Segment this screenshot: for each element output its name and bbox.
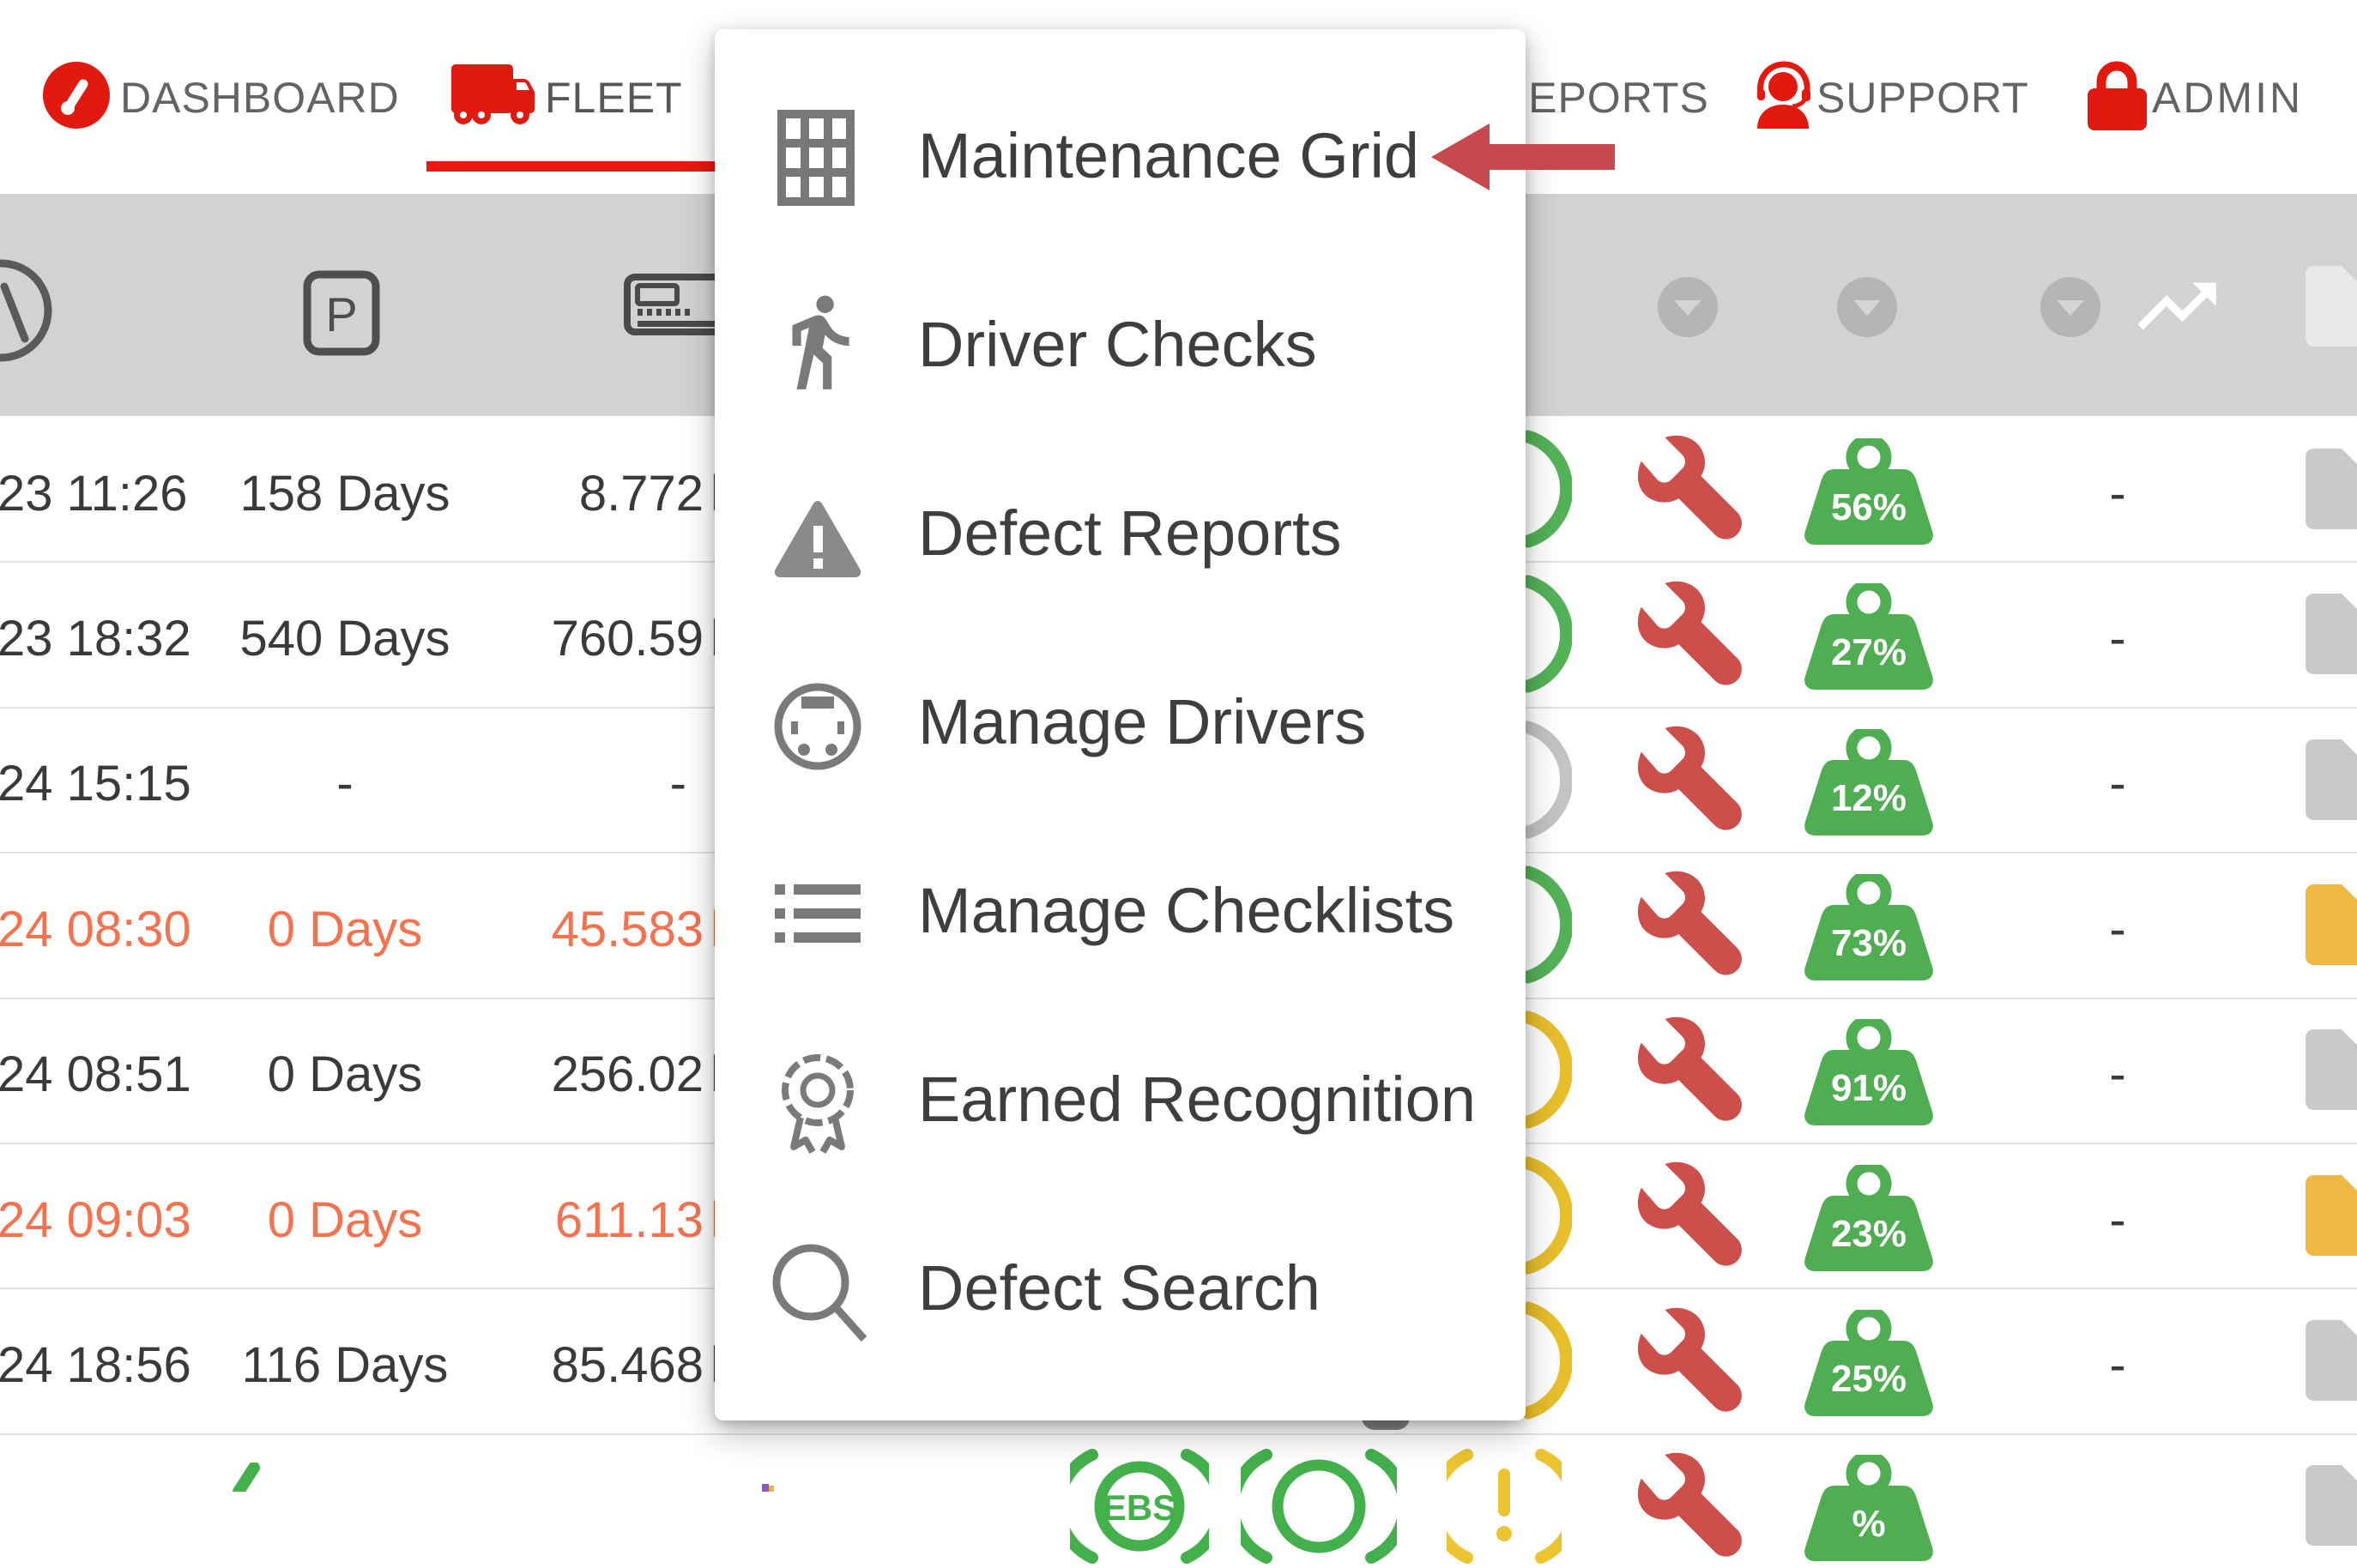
svg-text:91%: 91%: [1831, 1067, 1907, 1109]
svg-text:27%: 27%: [1831, 631, 1907, 673]
svg-text:73%: 73%: [1831, 922, 1907, 964]
svg-text:P: P: [325, 287, 357, 341]
svg-text:56%: 56%: [1831, 486, 1907, 528]
svg-text:EBS: EBS: [1103, 1487, 1176, 1528]
svg-text:25%: 25%: [1831, 1358, 1907, 1400]
svg-text:23%: 23%: [1831, 1213, 1907, 1255]
svg-text:%: %: [1852, 1503, 1885, 1545]
svg-text:12%: 12%: [1831, 777, 1907, 819]
